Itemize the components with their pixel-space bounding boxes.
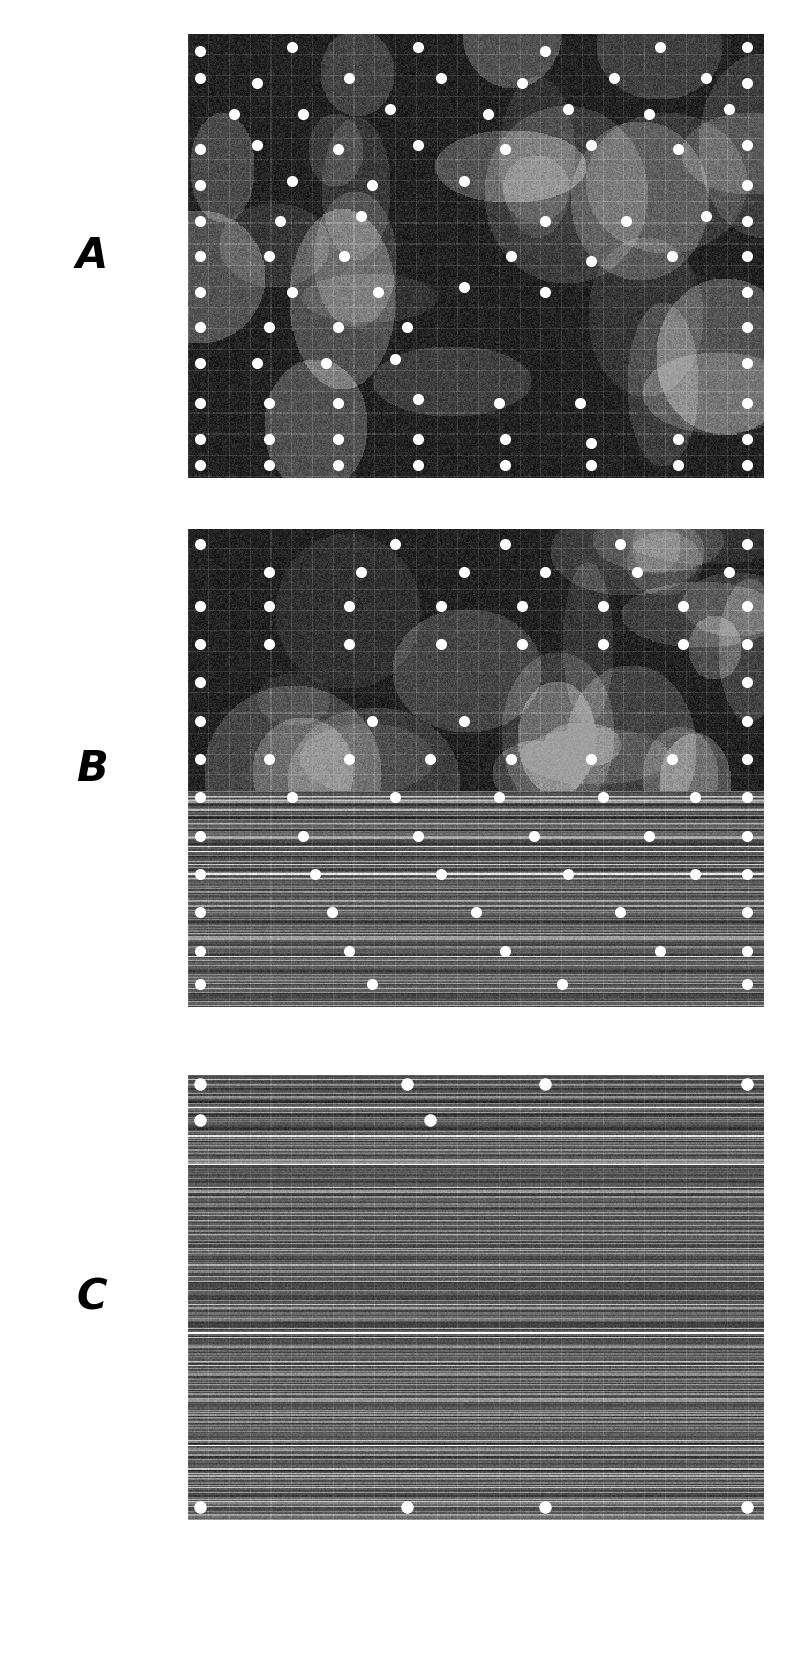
- Text: A: A: [76, 235, 108, 277]
- Text: C: C: [77, 1277, 107, 1319]
- Text: B: B: [76, 748, 108, 790]
